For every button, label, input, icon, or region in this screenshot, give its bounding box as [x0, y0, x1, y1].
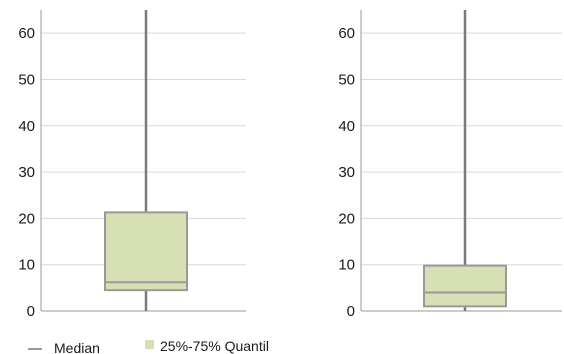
panel-1-y-tick-label: 50: [18, 71, 35, 88]
panel-2-y-tick-label: 10: [338, 257, 355, 274]
panel-2-y-tick-label: 20: [338, 210, 355, 227]
panel-2-y-tick-label: 40: [338, 118, 355, 135]
panel-2-y-tick-label: 0: [347, 303, 355, 320]
legend-quantile-label: 25%-75% Quantil: [160, 338, 269, 354]
panel-2-box: [423, 264, 507, 308]
panel-2-y-tick-label: 60: [338, 25, 355, 42]
panel-1-y-tick-label: 10: [18, 257, 35, 274]
panel-1-y-tick-label: 60: [18, 25, 35, 42]
panel-1-y-tick-label: 30: [18, 164, 35, 181]
panel-2-y-tick-label: 30: [338, 164, 355, 181]
legend-median-label: Median: [54, 340, 100, 354]
legend-quantile-symbol: [145, 340, 154, 349]
panel-1-y-tick-label: 40: [18, 118, 35, 135]
panel-2-y-tick-label: 50: [338, 71, 355, 88]
panel-1-box: [104, 211, 188, 292]
panel-1-y-tick-label: 0: [27, 303, 35, 320]
panel-1-y-tick-label: 20: [18, 210, 35, 227]
